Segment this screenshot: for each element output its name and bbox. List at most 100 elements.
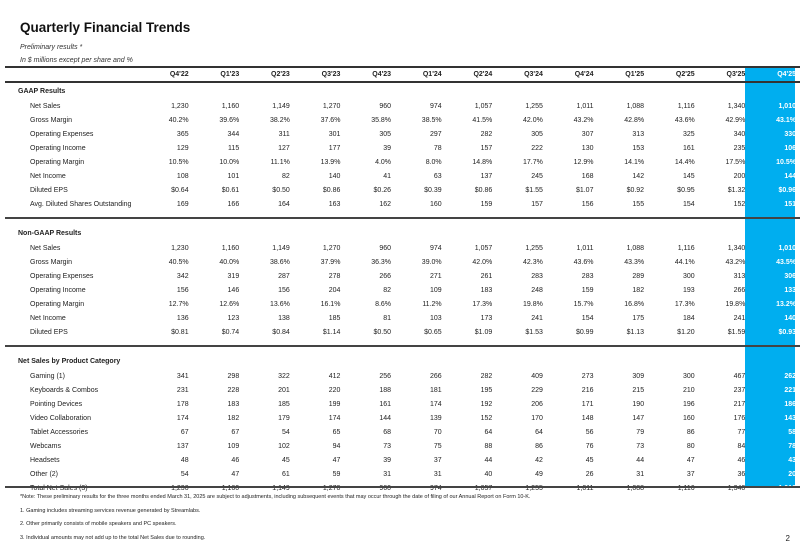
- value-cell: 44: [636, 456, 645, 464]
- value-cell: 162: [379, 200, 392, 208]
- column-header: Q3'24: [496, 66, 547, 83]
- value-cell: 287: [278, 272, 290, 280]
- row-label: Operating Expenses: [30, 272, 94, 280]
- table-row: Gross Margin 40.5% 40.0% 38.6% 37.9% 36.3% 39.…: [5, 255, 800, 269]
- value-cell: 82: [383, 286, 392, 294]
- value-cell: 1,116: [677, 244, 695, 252]
- value-cell: 168: [581, 172, 594, 180]
- section-title: GAAP Results: [18, 87, 66, 95]
- value-cell: 305: [379, 130, 392, 138]
- value-cell: $0.86: [474, 186, 493, 194]
- value-cell: 79: [636, 428, 645, 436]
- table-row: Gross Margin 40.2% 39.6% 38.2% 37.6% 35.8% 38.…: [5, 113, 800, 127]
- value-cell: 278: [328, 272, 341, 280]
- row-label: Operating Margin: [30, 158, 85, 166]
- value-cell: 137: [176, 442, 189, 450]
- page-number: 2: [785, 534, 790, 543]
- value-cell: 10.5%: [776, 158, 796, 166]
- value-cell: 201: [278, 386, 290, 394]
- value-cell: 183: [227, 400, 240, 408]
- value-cell: 186: [784, 400, 796, 408]
- value-cell: 10.5%: [168, 158, 189, 166]
- value-cell: 42.9%: [725, 116, 746, 124]
- value-cell: 143: [784, 414, 796, 422]
- value-cell: 273: [581, 372, 594, 380]
- value-cell: 37.6%: [320, 116, 341, 124]
- value-cell: 241: [531, 314, 543, 322]
- value-cell: 237: [733, 386, 746, 394]
- value-cell: 8.0%: [425, 158, 442, 166]
- section-divider: [5, 339, 800, 347]
- value-cell: 115: [228, 144, 240, 152]
- value-cell: $1.59: [727, 328, 746, 336]
- value-cell: 185: [278, 400, 290, 408]
- row-label: Headsets: [30, 456, 60, 464]
- value-cell: $0.96: [778, 186, 796, 194]
- value-cell: 160: [429, 200, 442, 208]
- value-cell: 199: [328, 400, 341, 408]
- footnote-3: 3. Individual amounts may not add up to …: [20, 535, 206, 541]
- footnote-2: 2. Other primarily consists of mobile sp…: [20, 521, 177, 527]
- value-cell: 307: [581, 130, 594, 138]
- value-cell: 322: [278, 372, 290, 380]
- value-cell: 73: [636, 442, 645, 450]
- value-cell: $0.92: [626, 186, 645, 194]
- value-cell: 183: [480, 286, 493, 294]
- value-cell: 82: [282, 172, 290, 180]
- value-cell: 261: [480, 272, 493, 280]
- value-cell: 86: [535, 442, 543, 450]
- value-cell: 174: [429, 400, 442, 408]
- value-cell: 64: [535, 428, 543, 436]
- value-cell: 17.3%: [472, 300, 493, 308]
- value-cell: 45: [282, 456, 290, 464]
- value-cell: 330: [784, 130, 796, 138]
- row-label: Net Income: [30, 172, 66, 180]
- value-cell: 282: [480, 130, 493, 138]
- value-cell: 144: [784, 172, 796, 180]
- value-cell: 101: [227, 172, 240, 180]
- value-cell: 151: [784, 200, 796, 208]
- subtitle-preliminary: Preliminary results *: [20, 44, 83, 51]
- value-cell: 64: [484, 428, 493, 436]
- value-cell: 1,149: [272, 102, 290, 110]
- value-cell: 1,116: [677, 484, 695, 492]
- value-cell: 222: [531, 144, 543, 152]
- value-cell: 1,057: [474, 484, 493, 492]
- value-cell: 1,340: [727, 484, 746, 492]
- table-row: Tablet Accessories 67 67 54 65 68 70 64 64 56 79 86…: [5, 425, 800, 439]
- value-cell: 47: [332, 456, 341, 464]
- table-row: Operating Income 129 115 127 177 39 78 157 222 13…: [5, 141, 800, 155]
- value-cell: 138: [278, 314, 290, 322]
- value-cell: 185: [328, 314, 341, 322]
- table-row: Net Sales 1,230 1,160 1,149 1,270 960 974 1,057…: [5, 241, 800, 255]
- value-cell: 960: [379, 244, 392, 252]
- value-cell: $0.65: [424, 328, 442, 336]
- value-cell: 14.4%: [674, 158, 695, 166]
- value-cell: 1,149: [272, 484, 290, 492]
- value-cell: 4.0%: [375, 158, 392, 166]
- value-cell: 11.2%: [422, 300, 442, 308]
- value-cell: 40.5%: [168, 258, 189, 266]
- value-cell: 63: [433, 172, 442, 180]
- table-row: Net Income 108 101 82 140 41 63 137 245 168 142 145…: [5, 169, 800, 183]
- value-cell: 190: [632, 400, 645, 408]
- value-cell: 1,160: [221, 244, 240, 252]
- value-cell: 1,057: [474, 102, 493, 110]
- value-cell: 78: [433, 144, 442, 152]
- value-cell: 140: [784, 314, 796, 322]
- value-cell: 11.1%: [270, 158, 290, 166]
- value-cell: 216: [581, 386, 594, 394]
- table-row: Operating Margin 12.7% 12.6% 13.6% 16.1% 8.6%…: [5, 297, 800, 311]
- value-cell: 130: [581, 144, 594, 152]
- value-cell: 179: [278, 414, 290, 422]
- value-cell: 136: [176, 314, 189, 322]
- table-row: Operating Expenses 365 344 311 301 305 297 282 3…: [5, 127, 800, 141]
- value-cell: 173: [480, 314, 493, 322]
- value-cell: 159: [581, 286, 594, 294]
- value-cell: 297: [429, 130, 442, 138]
- value-cell: 48: [180, 456, 189, 464]
- value-cell: 215: [632, 386, 645, 394]
- value-cell: 171: [581, 400, 594, 408]
- value-cell: $0.84: [272, 328, 290, 336]
- value-cell: 319: [227, 272, 240, 280]
